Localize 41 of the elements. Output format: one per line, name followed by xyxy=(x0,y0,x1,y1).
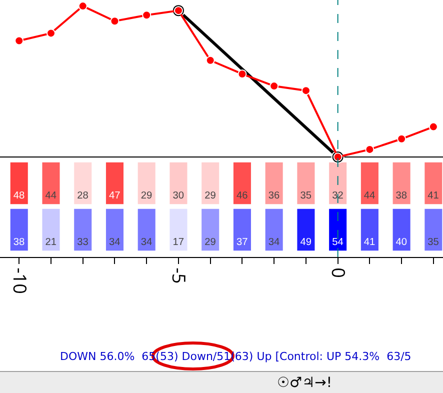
point xyxy=(14,36,24,46)
data-label: 34 xyxy=(268,237,280,248)
x-tick-label: -10 xyxy=(7,268,32,294)
data-label: 38 xyxy=(396,190,408,202)
data-label: 54 xyxy=(332,237,344,248)
data-label: 38 xyxy=(13,237,25,248)
data-label: 40 xyxy=(396,237,408,248)
data-label: 47 xyxy=(108,190,121,202)
data-label: 48 xyxy=(13,190,25,202)
data-label: 29 xyxy=(204,237,216,248)
data-label: 46 xyxy=(236,190,248,202)
data-label: 28 xyxy=(77,190,89,202)
data-label: 44 xyxy=(45,190,57,202)
data-label: 37 xyxy=(236,237,248,248)
point xyxy=(142,10,152,20)
data-label: 34 xyxy=(108,237,121,248)
data-label: 41 xyxy=(364,237,376,248)
x-tick-label: 0 xyxy=(326,268,350,278)
data-label: 21 xyxy=(45,237,57,248)
point xyxy=(397,134,406,144)
data-label: 35 xyxy=(300,190,312,202)
point xyxy=(206,56,215,65)
text: ☉♂♃→! xyxy=(277,375,332,391)
point xyxy=(110,16,120,26)
point xyxy=(238,69,247,78)
x-tick-label: -5 xyxy=(166,268,191,284)
data-label: 44 xyxy=(364,190,376,202)
data-label: 34 xyxy=(140,237,152,248)
data-label: 36 xyxy=(268,190,280,202)
data-label: 41 xyxy=(428,190,440,202)
point xyxy=(428,122,438,132)
data-label: 29 xyxy=(140,190,152,202)
data-label: 30 xyxy=(172,190,184,202)
point xyxy=(46,28,56,38)
point xyxy=(301,86,310,96)
data-label: 17 xyxy=(172,237,184,248)
data-label: 29 xyxy=(204,190,216,202)
data-label: 49 xyxy=(300,237,312,248)
point xyxy=(78,2,88,11)
data-label: 35 xyxy=(428,237,440,248)
data-label: 33 xyxy=(77,237,89,248)
